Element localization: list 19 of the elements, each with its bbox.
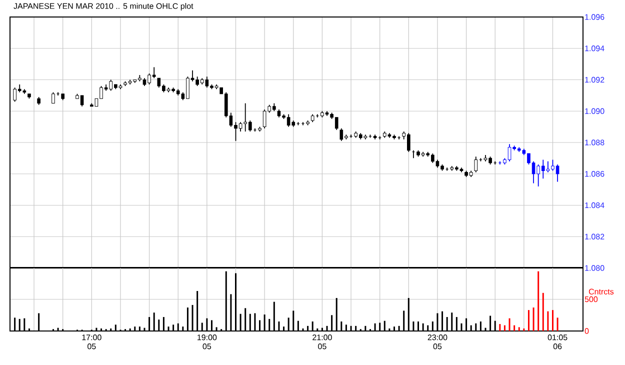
y-axis-title: Cntrcts <box>588 288 614 294</box>
x-tick-label: 19:00 05 <box>198 334 217 350</box>
y-tick-label: 1.092 <box>585 76 604 83</box>
y-tick-label: 1.096 <box>585 14 604 20</box>
y-tick-label: 1.086 <box>585 171 604 177</box>
chart-title: JAPANESE YEN MAR 2010 .. 5 minute OHLC plot <box>14 3 194 10</box>
y-tick-label: 1.080 <box>585 265 604 271</box>
y-tick-label: 0 <box>584 328 589 334</box>
y-tick-label: 1.090 <box>585 108 604 114</box>
y-tick-label: 1.084 <box>585 202 604 208</box>
y-tick-label: 1.088 <box>585 140 604 146</box>
x-tick-label: 21:00 05 <box>312 334 332 350</box>
x-tick-label: 23:00 05 <box>428 334 448 350</box>
y-tick-label: 1.094 <box>585 46 604 52</box>
y-tick-label: 500 <box>584 296 598 302</box>
x-tick-label: 01:05 06 <box>548 334 568 350</box>
y-tick-label: 1.082 <box>585 234 604 240</box>
candlestick <box>474 156 478 173</box>
x-tick-label: 17:00 05 <box>82 334 102 350</box>
